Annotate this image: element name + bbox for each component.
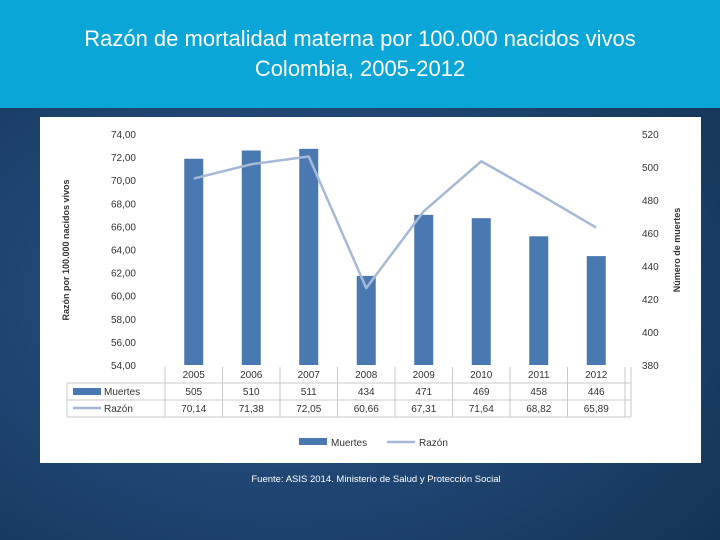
category-label: 2006 xyxy=(240,370,263,381)
y2-tick-label: 480 xyxy=(642,196,659,207)
category-label: 2007 xyxy=(298,370,321,381)
category-label: 2011 xyxy=(528,370,550,381)
y-tick-label: 66,00 xyxy=(111,222,136,233)
line-razon xyxy=(193,155,597,290)
table-cell-muertes: 505 xyxy=(185,387,202,398)
y-tick-label: 60,00 xyxy=(111,292,136,303)
category-label: 2010 xyxy=(470,370,493,381)
y2-tick-label: 420 xyxy=(642,295,659,306)
category-label: 2012 xyxy=(585,370,608,381)
y2-axis-title: Número de muertes xyxy=(672,208,682,293)
y-tick-label: 74,00 xyxy=(111,130,136,141)
bar-muertes-2010 xyxy=(471,218,491,365)
table-cell-muertes: 434 xyxy=(358,387,375,398)
category-label: 2008 xyxy=(355,370,378,381)
table-cell-razon: 70,14 xyxy=(181,404,206,415)
table-cell-razon: 72,05 xyxy=(296,404,321,415)
table-cell-razon: 60,66 xyxy=(354,404,379,415)
y-tick-label: 72,00 xyxy=(111,153,136,164)
legend-label-muertes: Muertes xyxy=(331,438,367,449)
table-cell-muertes: 511 xyxy=(301,387,317,398)
table-cell-razon: 71,64 xyxy=(469,404,494,415)
y-tick-label: 64,00 xyxy=(111,246,136,257)
bar-muertes-2005 xyxy=(184,158,204,365)
y-axis-title: Razón por 100.000 nacidos vivos xyxy=(61,179,71,320)
category-label: 2005 xyxy=(183,370,206,381)
source-note: Fuente: ASIS 2014. Ministerio de Salud y… xyxy=(251,474,501,485)
y-tick-label: 58,00 xyxy=(111,315,136,326)
table-legend-key-muertes xyxy=(73,388,101,395)
y-tick-label: 54,00 xyxy=(111,361,136,372)
category-label: 2009 xyxy=(413,370,436,381)
y-tick-label: 62,00 xyxy=(111,269,136,280)
title-line-1: Razón de mortalidad materna por 100.000 … xyxy=(84,26,636,51)
table-cell-razon: 67,31 xyxy=(411,404,436,415)
y-tick-label: 68,00 xyxy=(111,199,136,210)
bar-muertes-2006 xyxy=(241,150,261,365)
table-cell-muertes: 469 xyxy=(473,387,490,398)
y2-tick-label: 520 xyxy=(642,130,659,141)
table-row-label: Muertes xyxy=(104,387,140,398)
slide-title: Razón de mortalidad materna por 100.000 … xyxy=(0,0,720,108)
legend-key-muertes xyxy=(299,438,327,445)
y2-tick-label: 460 xyxy=(642,229,659,240)
title-line-2: Colombia, 2005-2012 xyxy=(254,56,466,81)
y2-tick-label: 400 xyxy=(642,328,659,339)
y2-tick-label: 500 xyxy=(642,163,659,174)
table-cell-muertes: 458 xyxy=(530,387,547,398)
bar-muertes-2011 xyxy=(529,236,549,365)
table-cell-muertes: 446 xyxy=(588,387,605,398)
y-tick-label: 56,00 xyxy=(111,338,136,349)
table-cell-razon: 65,89 xyxy=(584,404,609,415)
y-tick-label: 70,00 xyxy=(111,176,136,187)
legend-label-razon: Razón xyxy=(419,438,448,449)
bar-muertes-2012 xyxy=(586,256,606,365)
y2-tick-label: 380 xyxy=(642,361,659,372)
chart-panel: 74,00 72,00 70,00 68,00 66,00 64,00 62,00 60,00… xyxy=(40,117,701,463)
table-cell-muertes: 471 xyxy=(415,387,432,398)
chart-svg: 74,00 72,00 70,00 68,00 66,00 64,00 62,00 60,00… xyxy=(61,130,682,449)
bar-muertes-2008 xyxy=(356,275,376,365)
table-cell-razon: 68,82 xyxy=(526,404,551,415)
table-cell-muertes: 510 xyxy=(243,387,260,398)
table-cell-razon: 71,38 xyxy=(239,404,264,415)
bar-muertes-2009 xyxy=(414,214,434,365)
y2-tick-label: 440 xyxy=(642,262,659,273)
table-row-label: Razón xyxy=(104,404,133,415)
bar-muertes-2007 xyxy=(299,148,319,365)
